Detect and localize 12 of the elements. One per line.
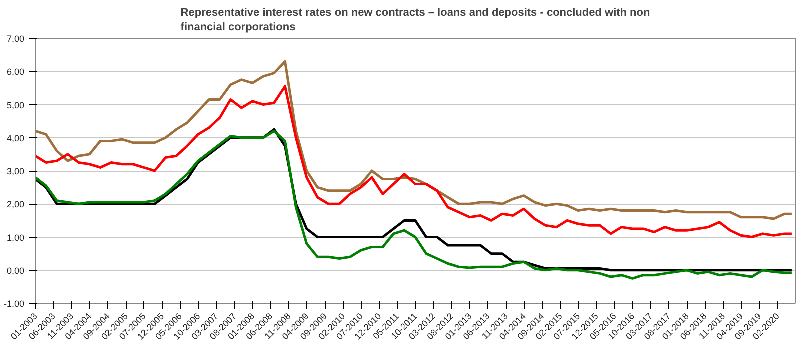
y-tick-label: 2,00 bbox=[6, 200, 25, 210]
y-tick-label: 1,00 bbox=[6, 232, 25, 243]
y-tick-label: 0,00 bbox=[6, 266, 25, 276]
y-tick-label: 3,00 bbox=[6, 166, 25, 176]
y-tick-label: 4,00 bbox=[6, 133, 25, 144]
y-tick-label: 5,00 bbox=[6, 100, 25, 110]
chart-title: Representative interest rates on new contracts – loans and deposits - concluded with non financial corporations bbox=[180, 7, 650, 34]
line-series bbox=[36, 60, 794, 220]
y-tick-label: 6,00 bbox=[6, 67, 25, 78]
line-series bbox=[36, 85, 794, 238]
y-tick-label: -1,00 bbox=[4, 299, 24, 309]
y-tick-label: 7,00 bbox=[6, 34, 25, 44]
